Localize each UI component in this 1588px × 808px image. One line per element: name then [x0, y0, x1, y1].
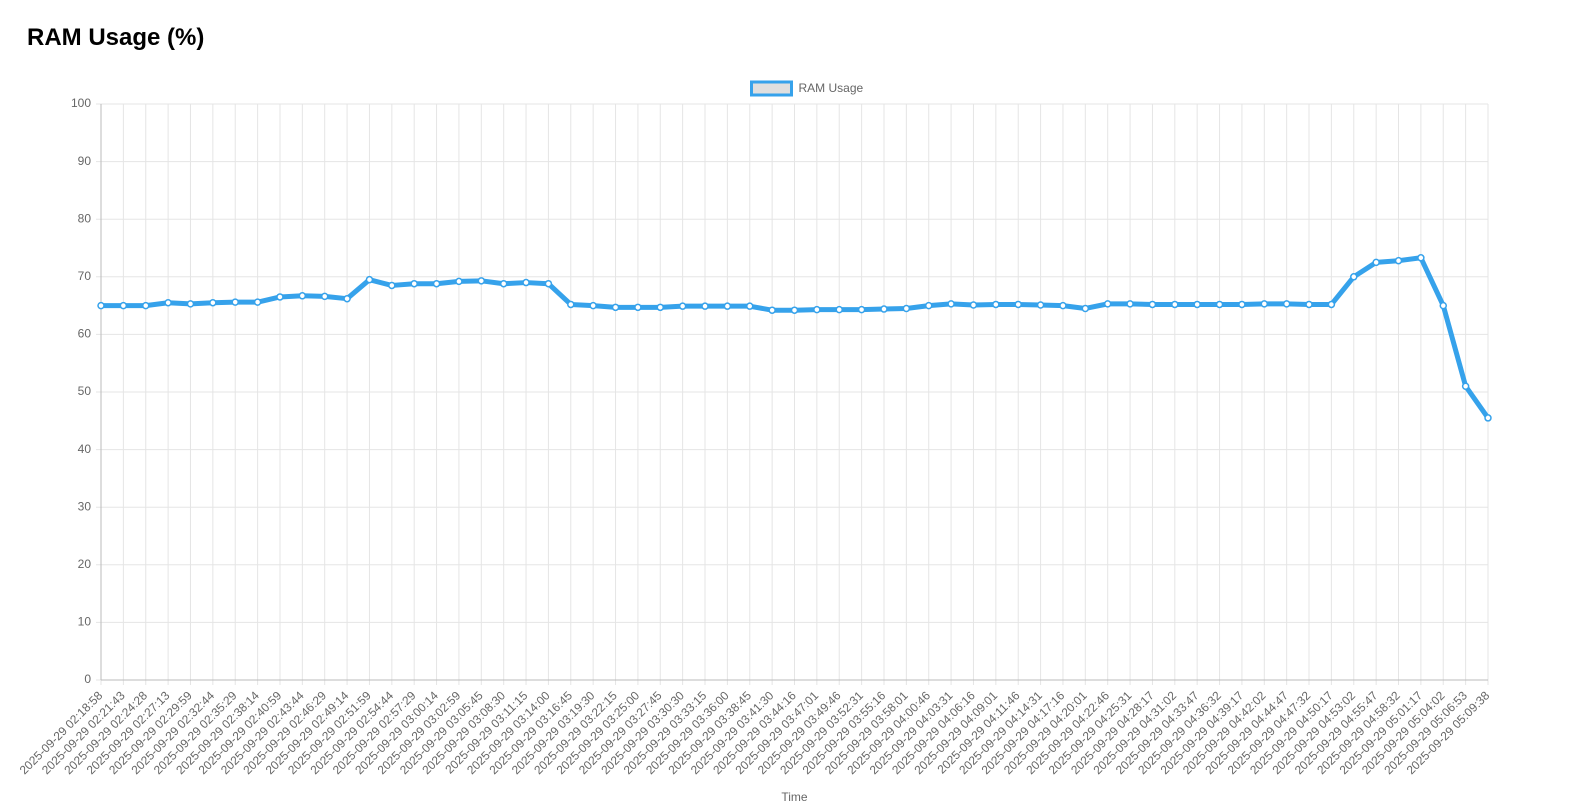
data-point	[634, 303, 642, 312]
data-point	[1305, 300, 1313, 309]
data-point	[1350, 273, 1358, 281]
data-point	[1014, 300, 1022, 309]
data-point	[656, 303, 665, 312]
data-point	[1148, 300, 1157, 309]
data-point	[186, 300, 195, 308]
data-point	[1282, 300, 1291, 308]
data-point	[499, 279, 508, 288]
y-tick-label: 30	[78, 499, 92, 513]
data-point	[522, 278, 530, 287]
data-point	[723, 302, 732, 310]
data-point	[678, 302, 687, 310]
data-point	[790, 306, 799, 314]
y-tick-label: 80	[78, 211, 92, 225]
data-point	[813, 305, 821, 314]
data-point	[365, 275, 374, 284]
legend-swatch	[750, 80, 793, 97]
data-point	[969, 301, 978, 309]
y-tick-label: 50	[78, 384, 92, 398]
data-point	[835, 305, 843, 314]
data-point	[455, 277, 463, 286]
data-point	[1081, 304, 1090, 313]
data-point	[768, 306, 776, 314]
chart-title: RAM Usage (%)	[27, 24, 205, 51]
x-axis-title: Time	[781, 790, 808, 804]
data-point	[1439, 301, 1448, 310]
data-point	[1372, 258, 1380, 267]
data-point	[320, 292, 329, 301]
data-point	[544, 279, 553, 288]
data-point	[1059, 301, 1067, 310]
data-point	[253, 298, 262, 306]
data-point	[611, 303, 620, 312]
data-point	[231, 298, 239, 306]
data-point	[1036, 301, 1045, 309]
legend-label: RAM Usage	[799, 81, 864, 95]
data-point	[589, 301, 597, 310]
data-point	[880, 305, 888, 313]
data-point	[388, 281, 396, 290]
data-point	[477, 277, 486, 285]
data-point	[1484, 414, 1492, 422]
data-point	[209, 298, 217, 307]
data-point	[164, 298, 172, 307]
data-point	[947, 300, 955, 308]
y-tick-label: 20	[78, 557, 92, 571]
data-point	[141, 301, 150, 310]
data-point	[1171, 300, 1179, 309]
y-tick-label: 70	[78, 269, 92, 283]
y-tick-label: 10	[78, 615, 92, 629]
data-point	[298, 292, 307, 300]
data-point	[119, 301, 128, 310]
data-point	[1103, 300, 1112, 308]
y-tick-label: 0	[84, 672, 91, 686]
data-point	[1238, 300, 1246, 309]
data-point	[1215, 300, 1224, 309]
data-point	[701, 302, 709, 310]
data-point	[1461, 382, 1470, 390]
data-point	[567, 300, 575, 309]
y-tick-label: 90	[78, 154, 92, 168]
data-point	[924, 301, 933, 310]
data-point	[343, 294, 351, 303]
data-point	[857, 305, 866, 314]
y-tick-label: 60	[78, 327, 92, 341]
data-point	[1327, 300, 1336, 309]
data-point	[1260, 300, 1269, 308]
y-tick-label: 100	[71, 96, 91, 110]
data-point	[1394, 256, 1403, 265]
data-point	[902, 304, 911, 313]
data-point	[432, 279, 441, 288]
data-point	[276, 293, 284, 301]
data-point	[97, 301, 105, 310]
data-point	[992, 300, 1000, 309]
data-point	[410, 279, 418, 288]
data-point	[1126, 300, 1134, 308]
data-point	[1417, 254, 1425, 262]
data-point	[1193, 300, 1201, 309]
data-point	[746, 302, 754, 310]
y-tick-label: 40	[78, 442, 92, 456]
